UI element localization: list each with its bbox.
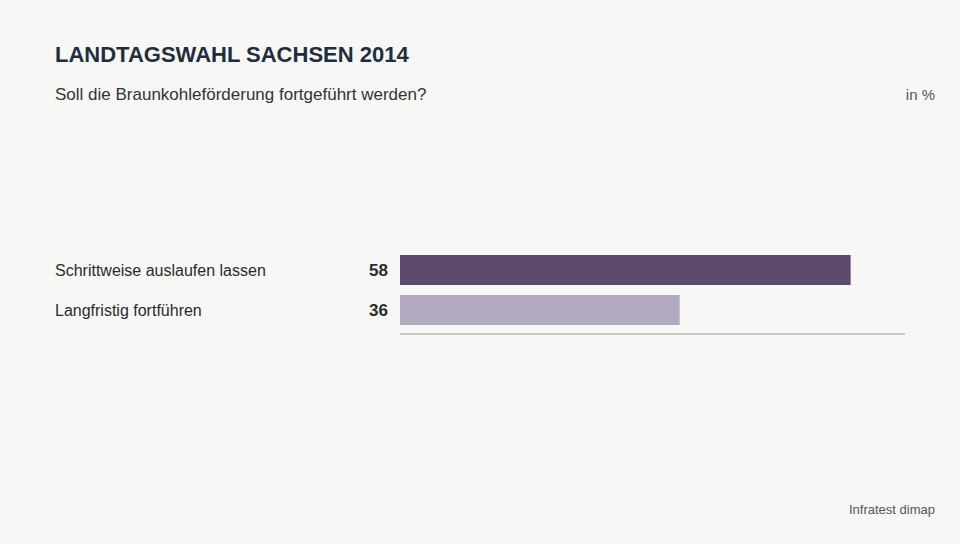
axis-line — [400, 334, 905, 335]
data-label: 58 — [369, 261, 388, 280]
data-label: 36 — [369, 301, 388, 320]
axis-label: in % — [906, 86, 935, 103]
background — [0, 0, 960, 544]
annotation: Infratest dimap — [849, 502, 935, 517]
subtitle: Soll die Braunkohleförderung fortgeführt… — [55, 85, 426, 104]
category-label: Langfristig fortführen — [55, 302, 202, 319]
chart: LANDTAGSWAHL SACHSEN 2014 Soll die Braunk… — [0, 0, 960, 544]
chart-container: LANDTAGSWAHL SACHSEN 2014 Soll die Braunk… — [0, 0, 960, 544]
category-label: Schrittweise auslaufen lassen — [55, 262, 266, 279]
labels: Schrittweise auslaufen lassen 58 Langfrist… — [55, 261, 388, 320]
bars — [400, 255, 851, 325]
title: LANDTAGSWAHL SACHSEN 2014 — [55, 42, 409, 67]
bar — [400, 255, 851, 285]
bar — [400, 295, 680, 325]
